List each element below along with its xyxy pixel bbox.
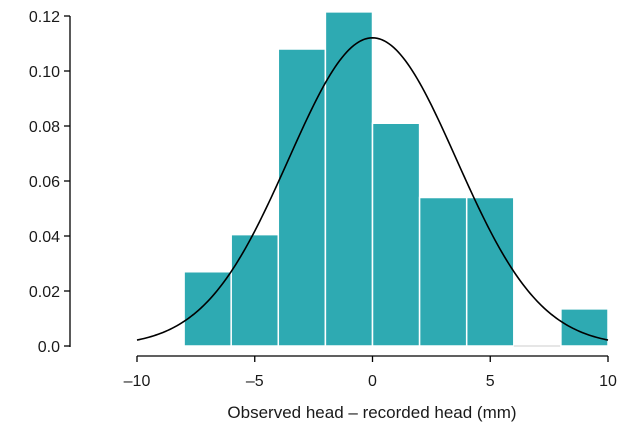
bars-group [183, 11, 609, 347]
y-tick-label: 0.04 [29, 229, 60, 246]
y-tick-label: 0.06 [29, 174, 60, 191]
histogram-bar [277, 48, 327, 347]
y-tick-label: 0.12 [29, 9, 60, 26]
y-axis: 0.0 0.02 0.04 0.06 0.08 0.10 0.12 [29, 9, 71, 356]
x-axis: –10 –5 0 5 10 [124, 355, 617, 390]
histogram-bar [371, 122, 421, 347]
y-tick-label: 0.0 [38, 339, 60, 356]
histogram-bar [230, 233, 280, 347]
y-tick-label: 0.02 [29, 284, 60, 301]
x-axis-title: Observed head – recorded head (mm) [227, 403, 516, 422]
x-tick-label: –10 [124, 373, 151, 390]
normal-curve [136, 37, 609, 341]
y-tick-label: 0.10 [29, 64, 60, 81]
x-tick-label: –5 [246, 373, 264, 390]
x-tick-label: 5 [486, 373, 495, 390]
histogram-bar [418, 196, 468, 347]
x-tick-label: 10 [599, 373, 617, 390]
histogram-bar [324, 11, 374, 347]
histogram-bar [465, 196, 515, 347]
histogram-bar [560, 308, 609, 347]
y-tick-label: 0.08 [29, 119, 60, 136]
histogram-bar [183, 271, 232, 347]
x-tick-label: 0 [368, 373, 377, 390]
